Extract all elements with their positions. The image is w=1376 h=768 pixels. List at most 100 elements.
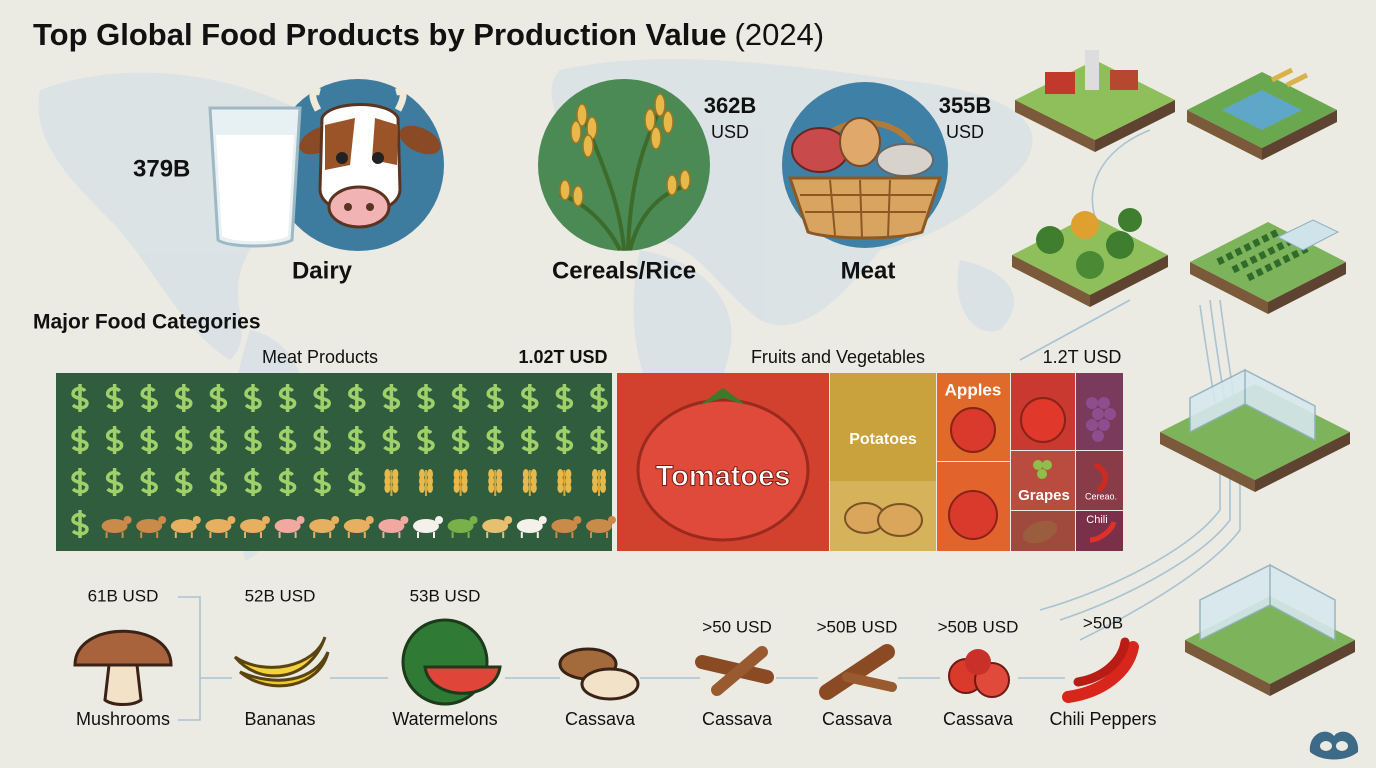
wheat-icon bbox=[530, 469, 537, 479]
wheat-icon bbox=[384, 469, 391, 479]
dollar-icon bbox=[209, 426, 228, 454]
animal-icon bbox=[538, 516, 547, 524]
dollar-icon bbox=[451, 384, 470, 412]
cereal-illustration-part-part bbox=[570, 120, 582, 144]
cell-label: Chili bbox=[1086, 514, 1107, 526]
dollar-icon bbox=[71, 426, 89, 454]
cereal-illustration bbox=[538, 79, 710, 251]
animal-icon bbox=[262, 516, 270, 524]
farm-illustrations-part-part bbox=[1036, 226, 1064, 254]
product-value: >50B USD bbox=[817, 617, 898, 636]
featured-label: Meat bbox=[841, 257, 896, 284]
product-icons-part-part bbox=[580, 667, 640, 701]
farm-illustrations-part-part bbox=[1095, 100, 1175, 152]
wheat-icon bbox=[522, 476, 529, 486]
dairy-illustration-part bbox=[309, 88, 407, 112]
produce-treemap-part-part bbox=[1086, 397, 1098, 409]
dollar-icon bbox=[417, 426, 435, 454]
animal-icon bbox=[209, 532, 228, 538]
animal-icon bbox=[158, 516, 167, 524]
product-icons-part bbox=[558, 647, 640, 701]
produce-treemap-part-part bbox=[1098, 397, 1110, 409]
wheat-icon bbox=[522, 469, 529, 479]
featured-value: 379B bbox=[133, 155, 190, 182]
cell-label: Apples bbox=[945, 380, 1002, 399]
wheat-icon bbox=[600, 483, 606, 493]
dollar-icon bbox=[590, 426, 608, 454]
product-icons-part-part bbox=[711, 646, 768, 696]
dollar-icon bbox=[105, 426, 124, 454]
dollar-icon bbox=[71, 384, 89, 412]
product-icons-part-part bbox=[233, 636, 327, 678]
produce-treemap-part-part bbox=[1098, 419, 1110, 431]
animal-icon bbox=[469, 516, 478, 524]
product-icons-part-part bbox=[73, 629, 173, 667]
featured-value: 355B bbox=[939, 93, 992, 118]
product-icons-part-part bbox=[1062, 641, 1139, 703]
farm-illustrations-part-part bbox=[1012, 255, 1090, 307]
farm-illustrations-part-part bbox=[1118, 208, 1142, 232]
dollar-icon bbox=[590, 384, 608, 412]
produce-treemap-part bbox=[1020, 397, 1066, 443]
animal-icon bbox=[608, 516, 616, 524]
meat-illustration bbox=[782, 82, 948, 248]
animal-icon bbox=[278, 532, 297, 538]
wheat-icon bbox=[496, 476, 503, 486]
wheat-icon bbox=[419, 469, 425, 479]
animal-icon bbox=[482, 519, 509, 533]
cereal-illustration-part-part bbox=[582, 134, 594, 158]
dollar-icon bbox=[555, 426, 574, 454]
wheat-icon bbox=[384, 476, 391, 486]
product-name: Watermelons bbox=[392, 709, 497, 729]
dairy-illustration-part bbox=[399, 125, 441, 155]
product-icons-part-part bbox=[819, 644, 895, 700]
animal-icon bbox=[170, 519, 197, 533]
wheat-icon bbox=[453, 476, 460, 486]
animal-icon bbox=[192, 516, 201, 524]
wheat-icon bbox=[557, 483, 564, 493]
animal-icon bbox=[347, 532, 366, 538]
wheat-icon bbox=[496, 469, 503, 479]
cereal-illustration-part-part bbox=[662, 110, 674, 134]
panel-total: 1.2T USD bbox=[1043, 347, 1122, 367]
title: Top Global Food Products by Production V… bbox=[33, 17, 824, 52]
animal-icon bbox=[417, 532, 435, 538]
wheat-icon bbox=[461, 476, 468, 486]
farm-illustrations-part-part bbox=[1160, 432, 1255, 492]
featured-value: 362B bbox=[704, 93, 757, 118]
dollar-icon bbox=[175, 468, 193, 496]
wheat-icon bbox=[392, 483, 399, 493]
dollar-icon bbox=[278, 468, 297, 496]
wheat-icon bbox=[427, 483, 433, 493]
dollar-icon bbox=[105, 384, 124, 412]
farm-illustrations-part-part bbox=[1270, 640, 1355, 696]
produce-treemap-part bbox=[1089, 521, 1117, 543]
dollar-icon bbox=[105, 468, 124, 496]
animal-icon bbox=[555, 532, 574, 538]
product-name: Cassava bbox=[702, 709, 773, 729]
animal-icon bbox=[331, 516, 340, 524]
logo bbox=[1309, 731, 1359, 760]
dollar-icon bbox=[348, 426, 366, 454]
wheat-icon bbox=[600, 476, 606, 486]
cereal-illustration-part-part bbox=[666, 174, 678, 196]
produce-treemap-part-part bbox=[1033, 460, 1043, 470]
produce-treemap-part bbox=[1076, 451, 1123, 510]
animal-icon bbox=[504, 516, 513, 524]
farm-illustrations-part-part bbox=[1185, 640, 1270, 696]
produce-treemap-part bbox=[1086, 397, 1116, 442]
dollar-icon bbox=[451, 426, 470, 454]
animal-icon bbox=[365, 516, 374, 524]
cereal-illustration-part-part bbox=[679, 169, 691, 191]
animal-icon bbox=[451, 532, 470, 538]
farm-illustrations-part-part bbox=[1268, 262, 1346, 314]
farm-illustrations-part-part bbox=[1262, 110, 1337, 160]
farm-illustrations-part bbox=[1190, 219, 1346, 314]
produce-treemap-part bbox=[948, 490, 998, 540]
animal-icon bbox=[309, 519, 336, 533]
wheat-icon bbox=[557, 476, 564, 486]
dollar-icon bbox=[140, 426, 158, 454]
produce-treemap-part bbox=[1022, 520, 1058, 544]
wheat-icon bbox=[496, 483, 503, 493]
animal-icon bbox=[378, 519, 405, 533]
